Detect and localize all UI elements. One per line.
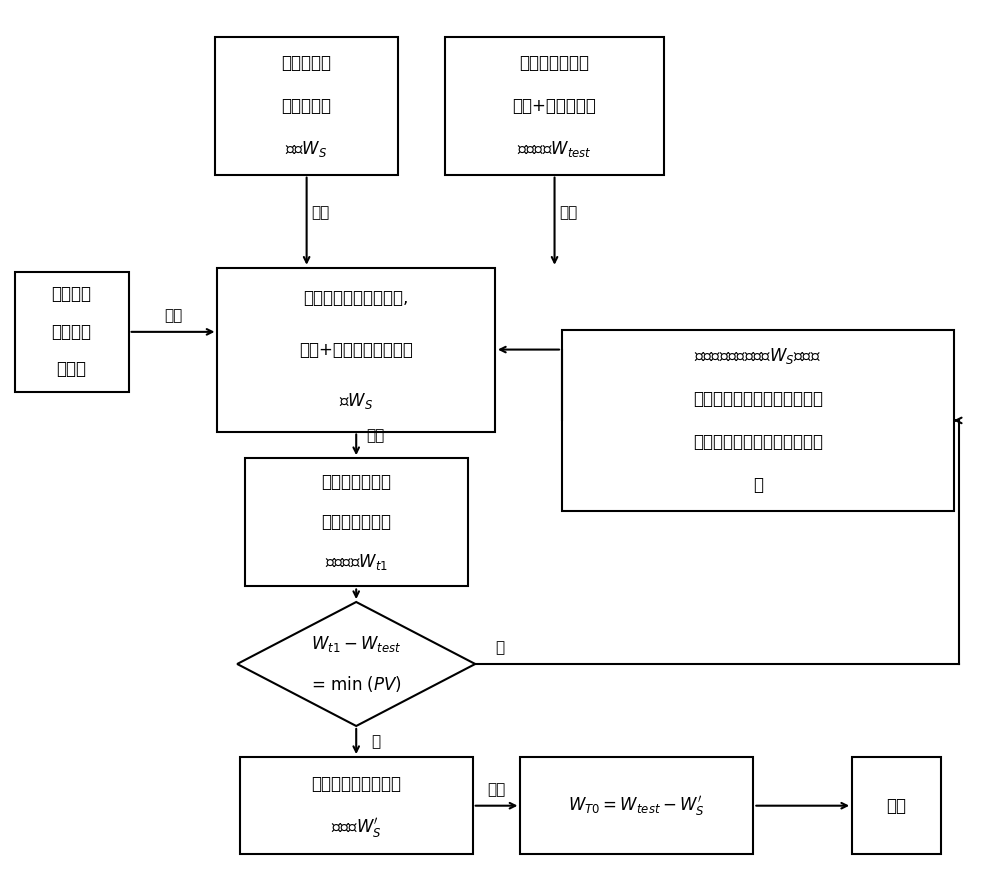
Text: 含有干涉标准件: 含有干涉标准件 <box>321 473 391 491</box>
Text: 透射波前$W_{t1}$: 透射波前$W_{t1}$ <box>325 552 388 572</box>
Text: $W_{T0} = W_{test} - W_S'$: $W_{T0} = W_{test} - W_S'$ <box>568 794 705 818</box>
Text: 结束: 结束 <box>887 797 907 814</box>
Text: 致: 致 <box>753 477 763 494</box>
Text: 面形误差的仿真: 面形误差的仿真 <box>321 513 391 531</box>
Text: 透镜+干涉标准件: 透镜+干涉标准件 <box>513 97 596 115</box>
Text: 被测长焦: 被测长焦 <box>52 285 92 303</box>
FancyBboxPatch shape <box>240 757 473 855</box>
Polygon shape <box>237 602 475 726</box>
Text: 面形$W_S$: 面形$W_S$ <box>285 139 328 159</box>
Text: 透镜的各: 透镜的各 <box>52 323 92 341</box>
FancyBboxPatch shape <box>245 458 468 586</box>
Text: 是: 是 <box>371 734 380 749</box>
Text: 件面形$W_S'$: 件面形$W_S'$ <box>331 816 382 839</box>
FancyBboxPatch shape <box>852 757 941 855</box>
Text: 输入: 输入 <box>164 308 182 324</box>
Text: $W_{t1}-W_{test}$: $W_{t1}-W_{test}$ <box>311 634 401 654</box>
Text: 输出匹配的干涉标准: 输出匹配的干涉标准 <box>311 774 401 793</box>
FancyBboxPatch shape <box>445 38 664 174</box>
Text: 输入: 输入 <box>312 205 330 220</box>
Text: 干涉标准件: 干涉标准件 <box>282 97 332 115</box>
FancyBboxPatch shape <box>562 330 954 511</box>
Text: = min ($PV$): = min ($PV$) <box>311 674 402 694</box>
Text: 维光线追迹仿真系统中干涉标: 维光线追迹仿真系统中干涉标 <box>693 390 823 408</box>
Text: 准件的位置与干涉仪中位置一: 准件的位置与干涉仪中位置一 <box>693 433 823 451</box>
Text: 分离: 分离 <box>487 782 506 797</box>
Text: 项参数: 项参数 <box>57 360 87 378</box>
FancyBboxPatch shape <box>15 272 129 392</box>
FancyBboxPatch shape <box>520 757 753 855</box>
Text: 旋转干涉标准件面形$W_S$，使三: 旋转干涉标准件面形$W_S$，使三 <box>694 346 821 366</box>
Text: 干涉仪测量长焦: 干涉仪测量长焦 <box>520 55 590 72</box>
Text: 输入: 输入 <box>560 205 578 220</box>
Text: 否: 否 <box>495 640 504 655</box>
Text: 透镜+实际测试干涉标准: 透镜+实际测试干涉标准 <box>299 341 413 358</box>
Text: 干涉仪测量: 干涉仪测量 <box>282 55 332 72</box>
Text: 件$W_S$: 件$W_S$ <box>339 391 373 410</box>
FancyBboxPatch shape <box>215 38 398 174</box>
Text: 透射波前$W_{test}$: 透射波前$W_{test}$ <box>517 139 592 159</box>
Text: 三维光线追迹仿真系统,: 三维光线追迹仿真系统, <box>304 290 409 308</box>
FancyBboxPatch shape <box>217 267 495 432</box>
Text: 输出: 输出 <box>366 428 384 443</box>
